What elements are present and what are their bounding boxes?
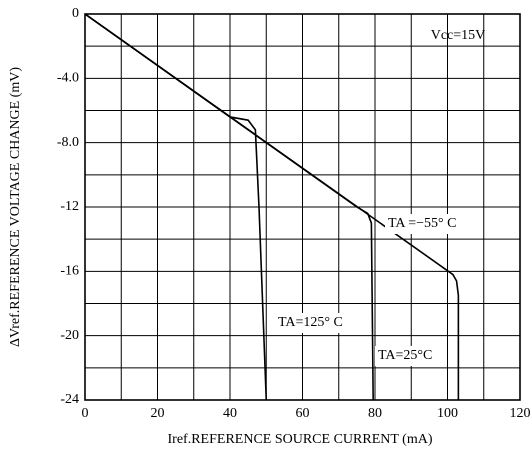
y-tick-label: 0 [72, 6, 79, 21]
x-tick-label: 120 [510, 406, 531, 421]
x-tick-label: 0 [82, 406, 89, 421]
label-background [375, 346, 436, 366]
plot-border [84, 13, 521, 401]
label-background [385, 214, 460, 234]
y-tick-label: -12 [60, 199, 79, 214]
series-label: TA=125° C [278, 315, 343, 330]
x-axis-label: Iref.REFERENCE SOURCE CURRENT (mA) [168, 432, 433, 447]
y-tick-label: -16 [60, 264, 79, 279]
y-tick-label: -24 [60, 392, 79, 407]
series-label: TA=25°C [378, 348, 432, 363]
x-tick-label: 60 [296, 406, 310, 421]
x-tick-label: 100 [437, 406, 458, 421]
label-background [275, 313, 346, 333]
y-axis-label: ΔVref.REFERENCE VOLTAGE CHANGE (mV) [8, 67, 23, 347]
y-tick-label: -8.0 [57, 135, 79, 150]
annotation: Vcc=15V [431, 28, 486, 43]
x-tick-label: 20 [151, 406, 165, 421]
x-tick-label: 80 [368, 406, 382, 421]
y-tick-label: -4.0 [57, 71, 79, 86]
line-series [84, 13, 374, 401]
y-tick-label: -20 [60, 328, 79, 343]
x-tick-label: 40 [223, 406, 237, 421]
series-label: TA =−55° C [388, 216, 457, 231]
